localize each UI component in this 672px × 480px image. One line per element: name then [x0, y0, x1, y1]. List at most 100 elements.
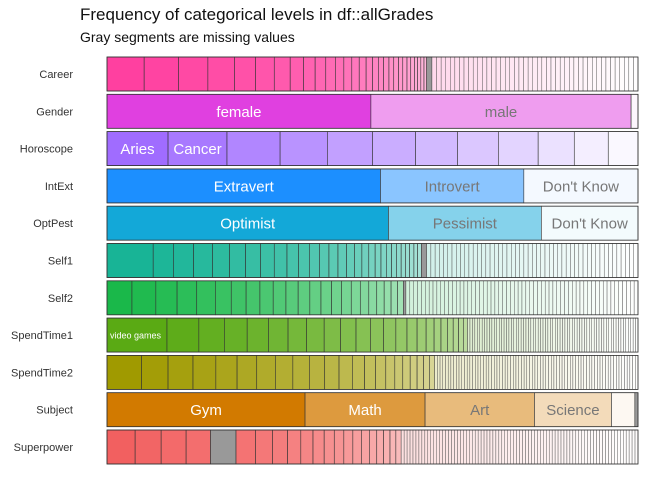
bar-segment [629, 355, 633, 390]
bar-segment [494, 243, 499, 278]
bar-segment [323, 429, 335, 465]
bar-segment [624, 56, 630, 92]
bar-segment [595, 243, 601, 278]
bar-segment [494, 355, 498, 390]
bar-segment [383, 56, 390, 92]
bar-segment [445, 355, 449, 390]
bar-segment [537, 355, 541, 390]
bar-segment [320, 280, 332, 316]
bar-segment [629, 243, 634, 278]
bar-segment [551, 429, 556, 465]
bar-segment [350, 280, 361, 316]
bar-segment [504, 429, 508, 465]
bar-segment [477, 429, 482, 465]
segment-label: Gym [190, 402, 222, 419]
bar-segment [273, 243, 288, 278]
bar-segment [546, 56, 552, 92]
bar-segment [563, 429, 568, 465]
bar-segment [462, 317, 468, 353]
bar-segment [272, 429, 288, 465]
bar-segment [457, 429, 461, 465]
bar-segment [502, 243, 508, 278]
bar-segment [594, 355, 598, 390]
bar-segment [591, 243, 596, 278]
bar-segment [368, 243, 376, 278]
bar-segment [361, 243, 370, 278]
bar-segment [466, 429, 470, 465]
bar-segment [167, 355, 194, 390]
bar-segment [482, 56, 488, 92]
bar-segment [619, 56, 625, 92]
bar-segment [312, 429, 325, 465]
bar-segment [415, 131, 458, 166]
bar-segment [287, 317, 307, 353]
bar-segment [556, 280, 561, 315]
bar-segment [494, 317, 497, 353]
bar-segment [425, 317, 435, 353]
bar-segment [620, 317, 624, 353]
bar-segment [236, 355, 258, 390]
bar-segment [490, 280, 496, 315]
bar-segment [576, 317, 580, 353]
bar-segment [477, 317, 480, 353]
bar-segment [454, 56, 460, 92]
bar-segment [561, 243, 567, 278]
bar-segment [368, 280, 378, 316]
segment-label: Extravert [214, 178, 275, 195]
bar-segment [483, 429, 488, 465]
bar-segment [428, 280, 434, 315]
bar-segment [452, 317, 459, 353]
bar-segment [491, 56, 497, 92]
bar-segment [583, 280, 588, 315]
bar-segment [530, 317, 534, 353]
bar-segment [423, 355, 430, 390]
bar-segment [628, 429, 633, 465]
bar-segment [534, 392, 612, 428]
bar-segment [324, 355, 340, 390]
bar-outline [106, 56, 639, 92]
bar-segment [397, 280, 404, 316]
bar-segment [212, 243, 230, 278]
bar-segment [376, 429, 384, 465]
bar-segment [459, 280, 465, 315]
bar-segment [572, 317, 575, 353]
bar-segment [418, 429, 423, 465]
bar-segment [591, 355, 595, 390]
bar-segment [529, 355, 533, 390]
bar-segment [483, 355, 487, 390]
bar-segment [569, 429, 574, 465]
bar-segment [498, 280, 503, 315]
bar-segment [106, 280, 133, 316]
bar-segment [495, 429, 500, 465]
bar-segment [468, 243, 474, 278]
bar-segment [306, 317, 325, 353]
bar-segment [601, 317, 605, 353]
bar-segment [434, 355, 438, 390]
bar-segment [488, 355, 492, 390]
bar-segment [536, 243, 541, 278]
bar-segment [337, 243, 347, 278]
bar-segment [582, 243, 588, 278]
bar-segment [617, 429, 621, 465]
bar-segment [489, 243, 495, 278]
bar-segment [106, 429, 136, 465]
bar-segment [457, 131, 499, 166]
bar-segment [626, 280, 631, 315]
bar-segment [633, 280, 639, 315]
bar-segment [599, 429, 603, 465]
bar-segment [460, 243, 465, 278]
bar-segment [540, 243, 546, 278]
bar-segment [565, 243, 571, 278]
bar-segment [486, 317, 490, 353]
bar-row-optpest: OptPest Optimist Pessimist Don't Know [33, 205, 639, 241]
bar-segment [432, 280, 438, 315]
bar-segment [608, 243, 613, 278]
bar-segment [439, 355, 443, 390]
bar-segment [613, 355, 617, 390]
bar-segment [491, 317, 495, 353]
bar-segment [442, 355, 446, 390]
bar-segment [485, 355, 490, 390]
row-label: SpendTime1 [11, 330, 73, 342]
bar-segment [564, 280, 569, 315]
bar-segment [440, 56, 446, 92]
